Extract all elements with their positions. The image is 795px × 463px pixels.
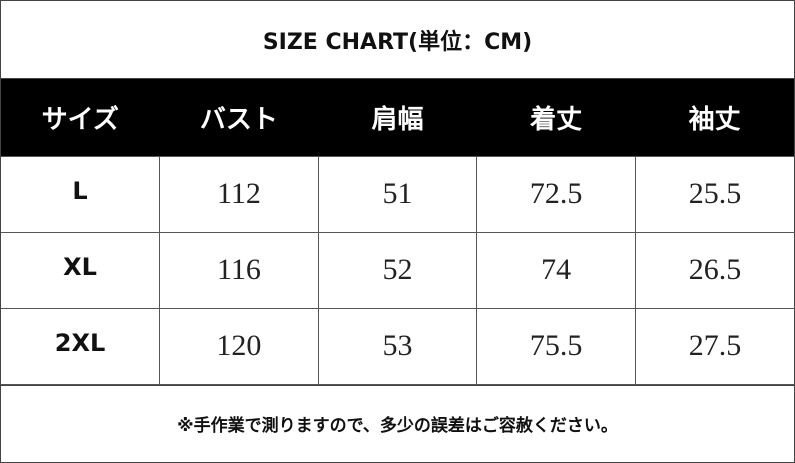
size-table: サイズ バスト 肩幅 着丈 袖丈 L 112 51 72.5 25.5 XL 116 52 74 26.5… <box>1 79 794 385</box>
value-cell: 116 <box>159 231 319 309</box>
value-cell: 75.5 <box>476 307 636 385</box>
value-cell: 72.5 <box>476 155 636 233</box>
size-cell: 2XL <box>1 307 161 385</box>
value-cell: 25.5 <box>634 155 794 233</box>
header-cell: 着丈 <box>476 79 636 156</box>
table-row: 2XL 120 53 75.5 27.5 <box>1 307 794 385</box>
header-cell: 袖丈 <box>635 79 794 156</box>
value-cell: 53 <box>317 307 478 385</box>
header-cell: サイズ <box>1 79 160 156</box>
size-cell: XL <box>1 231 161 309</box>
value-cell: 51 <box>317 155 478 233</box>
value-cell: 26.5 <box>634 231 794 309</box>
header-cell: バスト <box>159 79 319 156</box>
size-cell: L <box>1 155 161 233</box>
note: ※手作業で測りますので、多少の誤差はご容赦ください。 <box>1 384 794 461</box>
table-row: L 112 51 72.5 25.5 <box>1 155 794 233</box>
value-cell: 27.5 <box>634 307 794 385</box>
header-row: サイズ バスト 肩幅 着丈 袖丈 <box>1 79 794 156</box>
value-cell: 74 <box>476 231 636 309</box>
chart-title: SIZE CHART(単位：CM) <box>1 1 794 79</box>
table-row: XL 116 52 74 26.5 <box>1 231 794 309</box>
value-cell: 120 <box>159 307 319 385</box>
header-cell: 肩幅 <box>318 79 477 156</box>
value-cell: 52 <box>317 231 478 309</box>
value-cell: 112 <box>159 155 319 233</box>
